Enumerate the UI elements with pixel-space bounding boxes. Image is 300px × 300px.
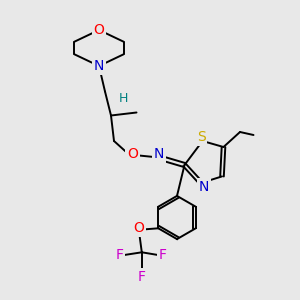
Text: O: O (127, 148, 138, 161)
Text: N: N (154, 147, 164, 161)
Text: F: F (115, 248, 123, 262)
Text: N: N (199, 180, 209, 194)
Text: H: H (118, 92, 128, 106)
Text: N: N (94, 59, 104, 73)
Text: O: O (134, 221, 144, 235)
Text: S: S (196, 130, 206, 144)
Text: F: F (138, 270, 146, 284)
Text: F: F (159, 248, 167, 262)
Text: O: O (94, 23, 104, 37)
